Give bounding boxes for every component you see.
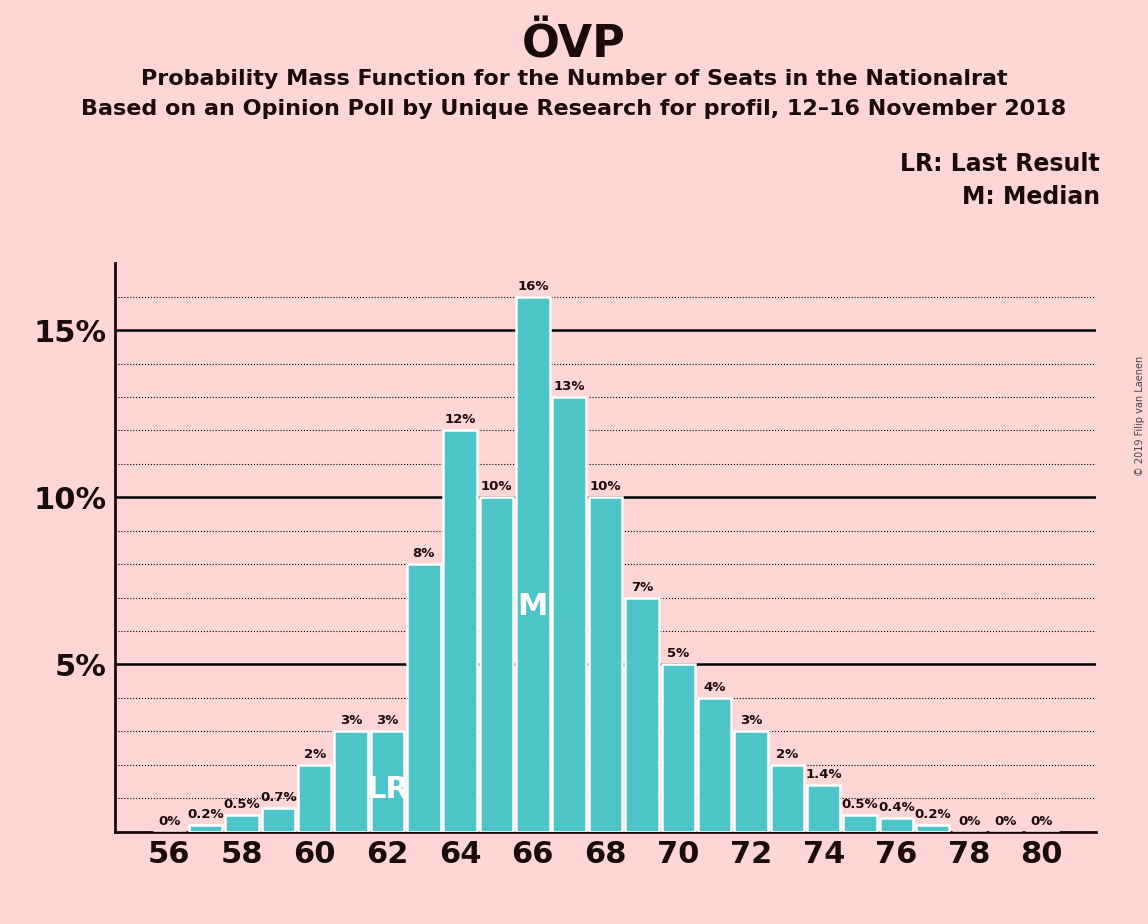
Bar (626, 598, 659, 832)
Text: 0.7%: 0.7% (261, 791, 296, 804)
Text: Based on an Opinion Poll by Unique Research for profil, 12–16 November 2018: Based on an Opinion Poll by Unique Resea… (82, 99, 1066, 119)
Bar (589, 497, 622, 832)
Bar (408, 565, 441, 832)
Text: 8%: 8% (412, 547, 435, 560)
Text: 0%: 0% (957, 815, 980, 828)
Text: 0%: 0% (994, 815, 1017, 828)
Text: © 2019 Filip van Laenen: © 2019 Filip van Laenen (1135, 356, 1145, 476)
Bar (225, 815, 258, 832)
Text: Probability Mass Function for the Number of Seats in the Nationalrat: Probability Mass Function for the Number… (141, 69, 1007, 90)
Text: 0%: 0% (1031, 815, 1053, 828)
Text: 2%: 2% (303, 748, 326, 760)
Text: 2%: 2% (776, 748, 799, 760)
Text: 3%: 3% (377, 714, 398, 727)
Text: 3%: 3% (739, 714, 762, 727)
Text: 10%: 10% (481, 480, 512, 493)
Bar (298, 765, 332, 832)
Bar (371, 731, 404, 832)
Text: LR: Last Result: LR: Last Result (900, 152, 1100, 176)
Text: M: Median: M: Median (962, 185, 1100, 209)
Text: 16%: 16% (517, 280, 549, 293)
Text: 4%: 4% (704, 681, 726, 694)
Text: 0.5%: 0.5% (841, 798, 878, 811)
Bar (698, 698, 731, 832)
Text: 0.2%: 0.2% (915, 808, 951, 821)
Text: 0.5%: 0.5% (224, 798, 261, 811)
Text: 0%: 0% (158, 815, 180, 828)
Bar (770, 765, 804, 832)
Bar (735, 731, 768, 832)
Bar (916, 825, 949, 832)
Bar (844, 815, 877, 832)
Bar (189, 825, 223, 832)
Bar (552, 397, 585, 832)
Text: ÖVP: ÖVP (522, 23, 626, 67)
Text: 12%: 12% (444, 413, 475, 427)
Text: M: M (518, 592, 548, 622)
Bar (480, 497, 513, 832)
Text: 13%: 13% (553, 380, 585, 393)
Bar (661, 664, 695, 832)
Text: LR: LR (366, 775, 409, 804)
Bar (262, 808, 295, 832)
Bar (517, 297, 550, 832)
Bar (807, 784, 840, 832)
Bar (443, 431, 476, 832)
Bar (334, 731, 367, 832)
Text: 10%: 10% (590, 480, 621, 493)
Bar (879, 819, 913, 832)
Text: 7%: 7% (630, 580, 653, 593)
Text: 3%: 3% (340, 714, 363, 727)
Text: 5%: 5% (667, 648, 690, 661)
Text: 0.2%: 0.2% (187, 808, 224, 821)
Text: 0.4%: 0.4% (878, 801, 915, 814)
Text: 1.4%: 1.4% (806, 768, 841, 781)
